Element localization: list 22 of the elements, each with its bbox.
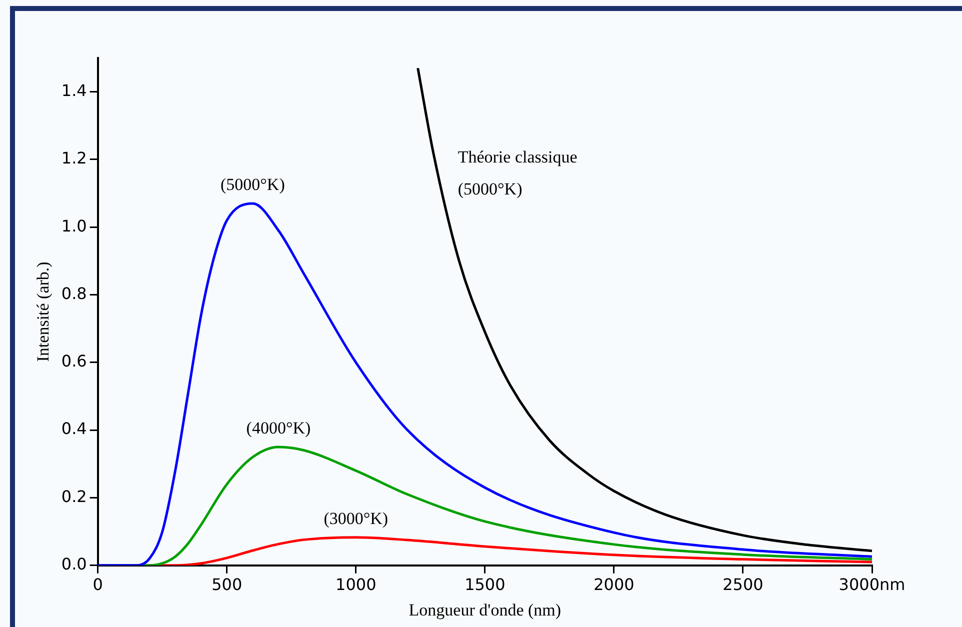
y-axis-title: Intensité (arb.) — [34, 262, 53, 362]
x-tick-label: 0 — [92, 575, 103, 594]
y-tick-label: 1.2 — [61, 148, 87, 168]
line-series — [416, 66, 872, 552]
y-tick-label: 1.0 — [61, 216, 87, 236]
y-tick-label: 0.2 — [61, 486, 87, 506]
x-tick-label: 3000nm — [838, 575, 906, 594]
x-tick-label: 500 — [212, 575, 242, 594]
y-tick-label: 0.4 — [61, 419, 87, 438]
x-tick-label: 1500 — [464, 575, 506, 594]
series-label: (3000°K) — [324, 508, 388, 528]
y-tick-label: 1.4 — [61, 80, 87, 100]
series-label: (5000°K) — [220, 174, 285, 194]
x-tick-label: 2000 — [594, 575, 634, 594]
y-tick-label: 0.8 — [61, 284, 87, 303]
x-tick-label: 1000 — [336, 575, 376, 594]
series-label: Théorie classique (5000°K) — [458, 148, 578, 199]
x-axis-title: Longueur d'onde (nm) — [408, 600, 562, 620]
y-tick-label: 0.0 — [61, 554, 87, 574]
x-tick-label: 2500 — [722, 575, 764, 594]
series-label: (4000°K) — [246, 418, 311, 438]
y-tick-label: 0.6 — [61, 352, 87, 371]
